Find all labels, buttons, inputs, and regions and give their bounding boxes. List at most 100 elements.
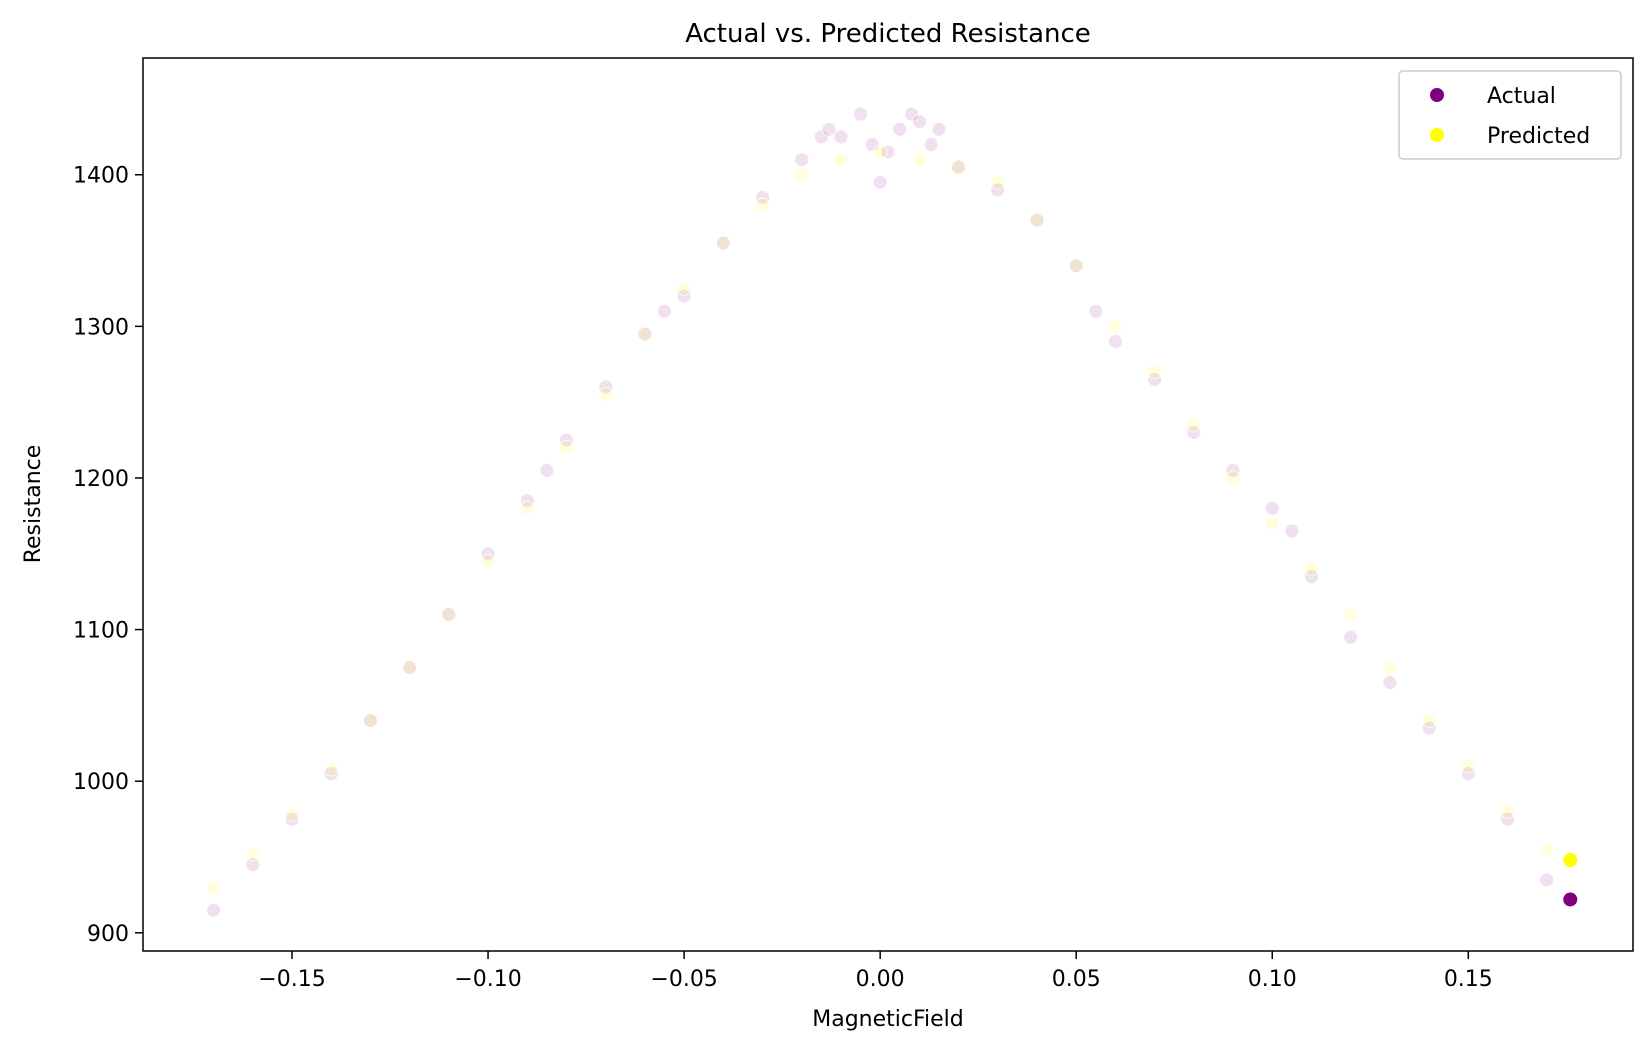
actual-point	[813, 129, 829, 145]
actual-point	[1539, 872, 1555, 888]
actual-point	[1225, 462, 1241, 478]
predicted-point	[637, 326, 653, 342]
actual-point	[880, 144, 896, 160]
actual-point	[911, 114, 927, 130]
x-axis: −0.15 −0.10 −0.05 0.00 0.05 0.10 0.15	[258, 951, 1493, 992]
plot-frame	[142, 57, 1634, 952]
actual-point	[1343, 629, 1359, 645]
predicted-point	[1421, 713, 1437, 728]
x-tick-label: 0.00	[856, 967, 905, 992]
legend-marker-actual	[1430, 88, 1444, 102]
y-tick-label: 1000	[73, 770, 129, 795]
actual-point	[1563, 892, 1578, 907]
predicted-point	[519, 500, 535, 516]
actual-point	[245, 857, 261, 872]
actual-point	[990, 182, 1006, 198]
actual-point	[892, 121, 908, 137]
predicted-point	[1304, 561, 1319, 577]
actual-point	[1460, 766, 1476, 782]
actual-point	[284, 811, 300, 827]
actual-point	[755, 190, 770, 205]
predicted-point	[206, 879, 221, 895]
predicted-point	[1382, 660, 1398, 675]
y-axis: 900 1000 1100 1200 1300 1400	[73, 164, 143, 947]
predicted-point	[1460, 758, 1476, 774]
actual-point	[676, 288, 692, 304]
actual-point	[559, 432, 574, 448]
y-tick-label: 1100	[73, 619, 129, 644]
predicted-point	[480, 553, 496, 569]
actual-point	[794, 152, 810, 167]
actual-point	[872, 174, 888, 190]
predicted-point	[363, 713, 378, 728]
predicted-point	[441, 607, 457, 622]
actual-point	[657, 303, 672, 319]
x-tick-label: −0.05	[650, 967, 717, 992]
actual-point	[904, 106, 919, 122]
predicted-point	[755, 197, 770, 213]
actual-point	[923, 137, 939, 152]
predicted-point	[598, 387, 614, 402]
actual-point	[1186, 425, 1202, 440]
predicted-point	[1500, 804, 1515, 819]
actual-point	[480, 546, 496, 562]
predicted-point	[1147, 364, 1163, 380]
predicted-point	[833, 152, 849, 167]
predicted-point	[872, 144, 888, 160]
predicted-point	[323, 761, 339, 777]
actual-point	[323, 766, 339, 782]
chart-title: Actual vs. Predicted Resistance	[685, 19, 1091, 49]
actual-point	[833, 129, 849, 145]
predicted-point	[1343, 607, 1359, 622]
legend-box	[1398, 70, 1622, 160]
y-tick-label: 900	[87, 922, 129, 947]
legend-marker-predicted	[1430, 128, 1444, 142]
x-axis-label: MagneticField	[812, 1007, 964, 1032]
actual-point	[1421, 720, 1437, 736]
actual-point	[1108, 334, 1123, 349]
predicted-point	[1539, 842, 1555, 857]
predicted-point	[245, 846, 261, 862]
y-tick-label: 1200	[73, 467, 129, 492]
y-tick-label: 1300	[73, 315, 129, 340]
legend: Actual Predicted	[1398, 70, 1622, 160]
actual-point	[853, 106, 868, 122]
predicted-point	[990, 174, 1006, 190]
predicted-point	[284, 807, 300, 822]
actual-point	[1147, 372, 1163, 387]
legend-label-predicted: Predicted	[1487, 124, 1590, 149]
predicted-point	[794, 167, 810, 183]
predicted-point	[676, 281, 692, 296]
actual-point	[206, 902, 221, 918]
x-tick-label: 0.05	[1052, 967, 1101, 992]
actual-point	[931, 121, 947, 137]
predicted-point	[1563, 853, 1578, 868]
predicted-point	[559, 440, 574, 456]
actual-point	[821, 121, 837, 137]
y-axis-label: Resistance	[21, 445, 46, 564]
predicted-point	[402, 660, 418, 675]
actual-point	[1382, 675, 1398, 691]
points-layer	[206, 106, 1578, 918]
actual-point	[1264, 500, 1280, 516]
y-tick-label: 1400	[73, 164, 129, 189]
actual-point	[598, 379, 614, 395]
predicted-point	[1108, 318, 1123, 334]
predicted-point	[715, 235, 731, 251]
actual-point	[1304, 569, 1319, 584]
predicted-point	[951, 159, 966, 175]
actual-point	[1500, 811, 1515, 827]
actual-point	[1088, 303, 1104, 319]
x-tick-label: 0.15	[1444, 967, 1493, 992]
predicted-point	[1225, 470, 1241, 486]
legend-label-actual: Actual	[1487, 84, 1556, 109]
x-tick-label: −0.15	[258, 967, 325, 992]
actual-point	[519, 493, 535, 509]
actual-point	[539, 462, 555, 478]
x-tick-label: −0.10	[454, 967, 521, 992]
predicted-point	[1029, 212, 1045, 228]
predicted-point	[1068, 258, 1084, 274]
predicted-point	[1264, 516, 1280, 531]
actual-point	[1284, 523, 1300, 539]
